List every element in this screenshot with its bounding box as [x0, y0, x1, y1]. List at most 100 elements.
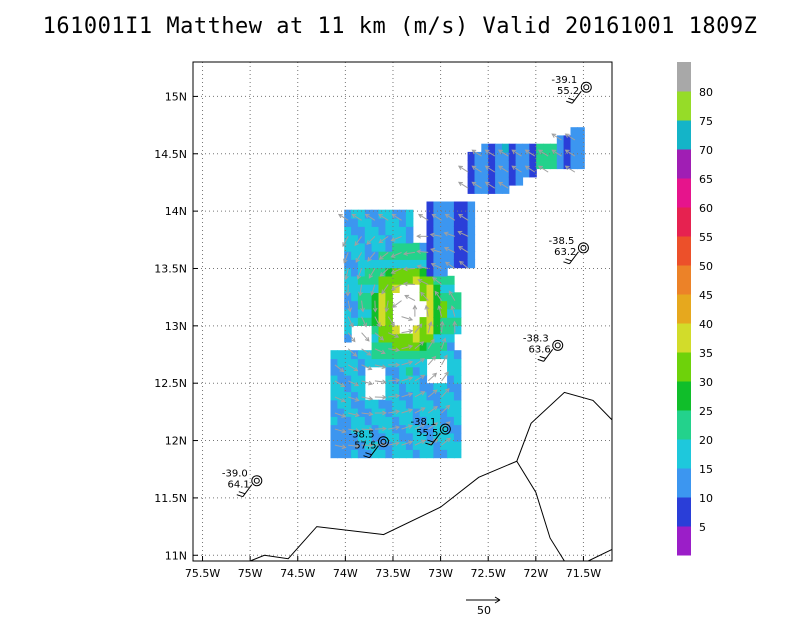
field-cell — [419, 292, 428, 302]
field-cell — [453, 325, 462, 335]
colorbar-label: 30 — [699, 376, 713, 389]
field-cell — [529, 160, 537, 170]
wind-vector — [444, 213, 456, 221]
field-cell — [357, 234, 366, 244]
field-cell — [385, 366, 393, 376]
field-cell — [351, 251, 359, 260]
field-cell — [351, 275, 359, 285]
wind-vector — [361, 442, 374, 448]
field-cell — [447, 259, 455, 269]
field-cell — [412, 341, 421, 351]
field-cell — [426, 399, 434, 409]
field-cell — [474, 151, 482, 161]
field-cell — [385, 226, 393, 236]
field-cell — [357, 358, 366, 368]
wind-vector — [538, 149, 549, 157]
field-cell — [447, 226, 455, 236]
field-cell — [337, 374, 345, 384]
wind-vector — [347, 316, 354, 328]
wind-vector — [388, 347, 401, 353]
y-tick-label: 13N — [165, 320, 187, 333]
scale-arrowhead — [494, 596, 501, 604]
field-cell — [357, 218, 366, 227]
field-cell — [330, 449, 338, 459]
field-cell — [453, 209, 462, 219]
wind-vector — [416, 233, 429, 239]
field-cell — [488, 176, 496, 186]
field-cell — [371, 267, 380, 277]
wind-vector — [374, 364, 387, 369]
field-cell — [508, 160, 517, 170]
wind-vector — [427, 321, 433, 333]
field-cell — [447, 317, 455, 326]
field-cell — [433, 251, 441, 260]
field-cell — [357, 259, 366, 269]
field-cell — [351, 399, 359, 409]
field-cell — [453, 350, 462, 360]
wind-vector — [497, 181, 509, 189]
field-cell — [419, 366, 428, 376]
field-cell — [426, 325, 434, 335]
wind-vector — [414, 323, 423, 334]
field-cell — [351, 292, 359, 302]
colorbar-label: 75 — [699, 115, 713, 128]
field-cell — [495, 185, 503, 194]
field-cell — [419, 333, 428, 343]
field-cell — [405, 441, 414, 450]
field-cell — [337, 383, 345, 393]
field-cell — [357, 242, 366, 252]
field-cell — [351, 449, 359, 459]
field-cell — [378, 358, 386, 368]
coast-segment — [249, 391, 612, 561]
field-cell — [399, 267, 407, 277]
field-cell — [412, 333, 421, 343]
field-cell — [385, 300, 393, 310]
field-cell — [364, 267, 373, 277]
field-cell — [357, 292, 366, 302]
field-cell — [351, 300, 359, 310]
field-cell — [467, 234, 476, 244]
field-cell — [426, 416, 434, 426]
wind-vector — [347, 300, 352, 313]
field-cell — [467, 176, 476, 186]
field-cell — [419, 424, 428, 434]
field-cell — [392, 432, 400, 442]
observation-marker: -38.557.5 — [349, 430, 389, 459]
wind-vector — [361, 411, 374, 417]
field-cell — [364, 259, 373, 269]
field-cell — [371, 209, 380, 219]
field-cell — [385, 358, 393, 368]
field-cell — [577, 151, 585, 161]
field-cell — [433, 292, 441, 302]
wind-vector — [441, 337, 447, 349]
wind-vector — [416, 249, 429, 255]
field-cell — [357, 432, 366, 442]
wind-vector — [471, 181, 482, 189]
field-cell — [405, 251, 414, 260]
field-cell — [412, 259, 421, 269]
vector-scale: 50 — [466, 596, 501, 617]
map-frame — [192, 61, 613, 562]
field-cell — [522, 168, 530, 178]
field-cell — [536, 151, 544, 161]
field-cell — [405, 350, 414, 360]
field-cell — [453, 201, 462, 211]
field-cell — [385, 317, 393, 326]
wind-vector — [374, 379, 387, 385]
field-cell — [412, 275, 421, 285]
wind-vector — [388, 377, 401, 383]
field-cell — [522, 143, 530, 153]
field-cell — [371, 341, 380, 351]
field-cell — [344, 449, 352, 459]
wind-vector — [372, 300, 378, 313]
wind-vector — [334, 428, 347, 434]
wind-vector — [390, 251, 402, 258]
field-cell — [453, 408, 462, 417]
obs-bottom-value: 64.1 — [228, 480, 250, 491]
wind-vector — [457, 181, 469, 189]
obs-bottom-value: 55.2 — [557, 86, 579, 97]
field-cell — [508, 176, 517, 186]
field-cell — [378, 218, 386, 227]
field-cell — [344, 275, 352, 285]
wind-vector — [344, 268, 349, 281]
